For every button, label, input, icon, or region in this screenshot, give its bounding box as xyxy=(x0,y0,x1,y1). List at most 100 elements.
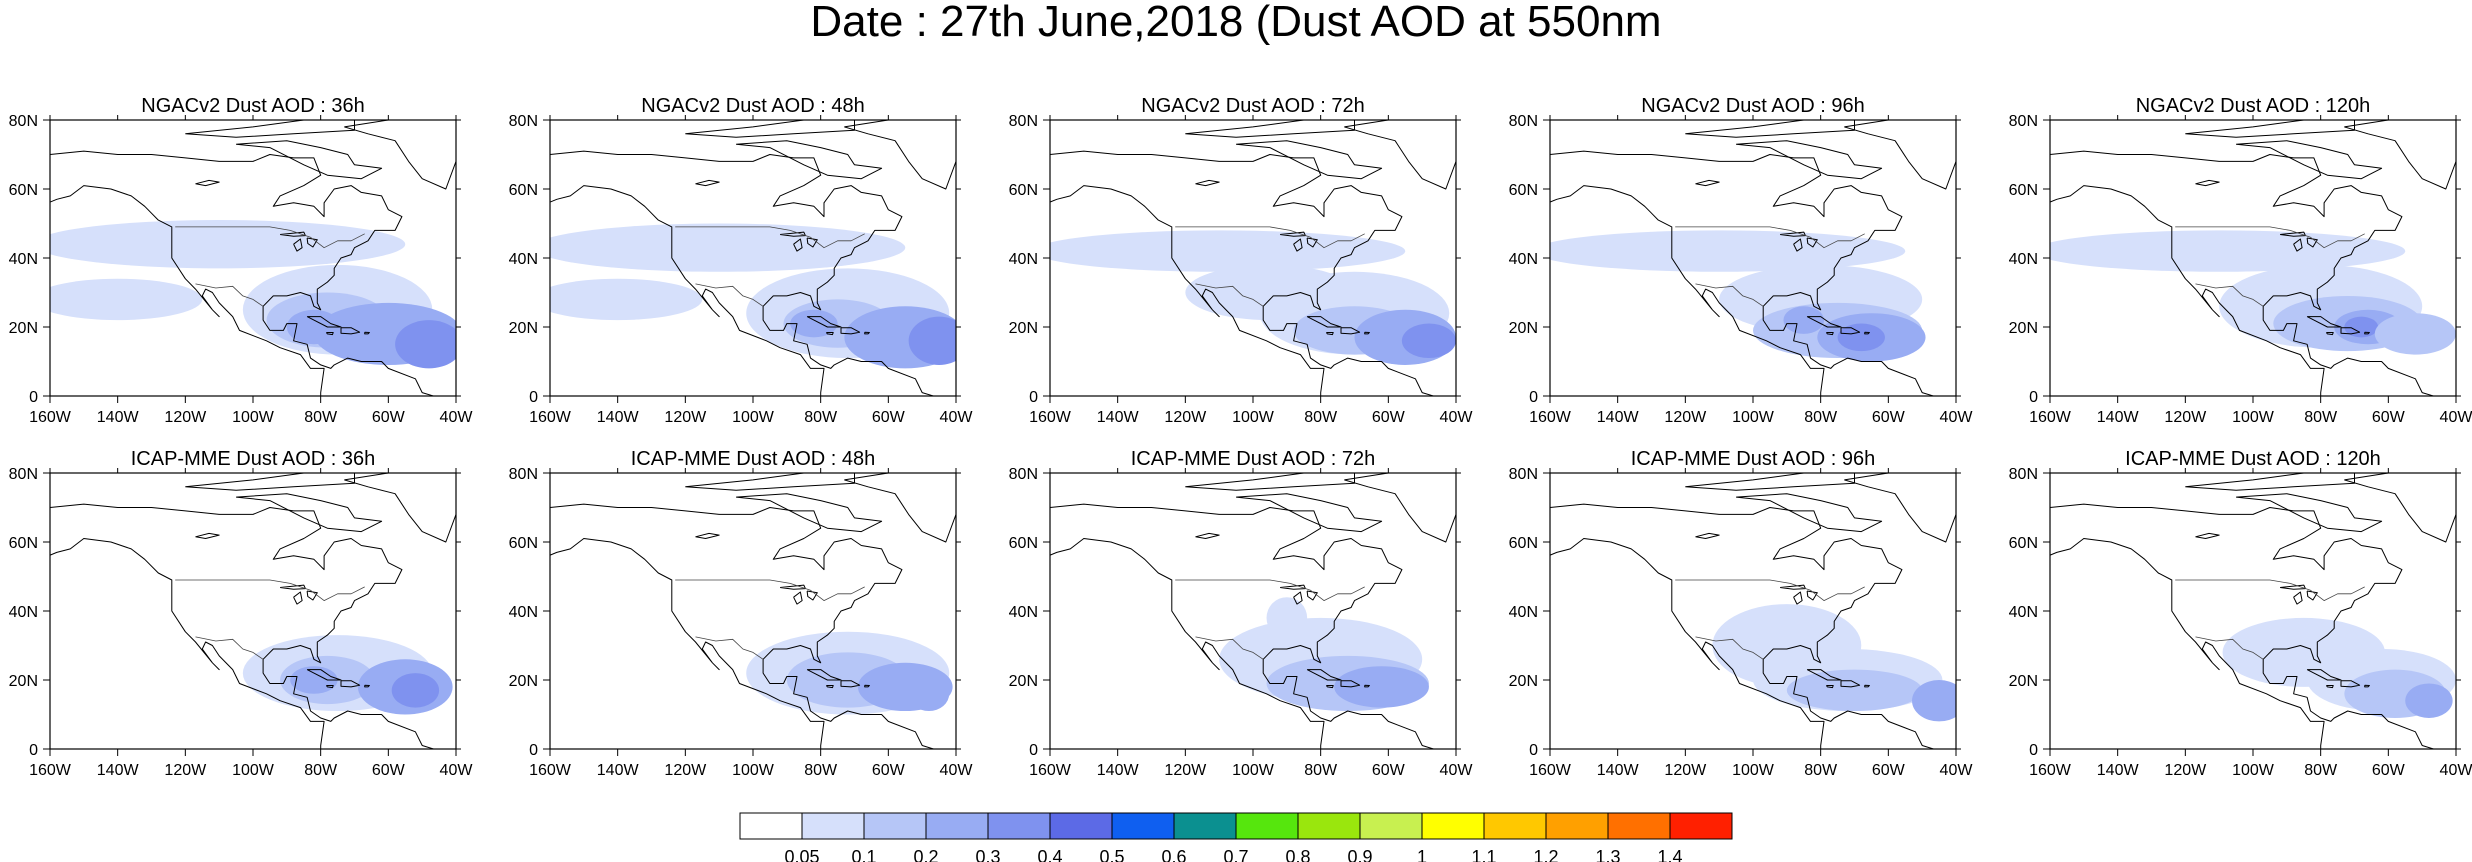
island-outline xyxy=(1825,685,1834,689)
lake-outline xyxy=(695,179,720,187)
lon-tick-label: 120W xyxy=(664,409,707,426)
lat-tick-label: 0 xyxy=(1529,742,1538,759)
lake-outline xyxy=(1793,238,1803,252)
dust-aod-region xyxy=(1786,669,1923,712)
island-outline xyxy=(185,120,355,138)
dust-aod-region xyxy=(1837,323,1885,352)
map-panel: NGACv2 Dust AOD : 96h 160W 140W 120W 100W 80W… xyxy=(1509,95,1974,426)
coastline xyxy=(2344,120,2456,190)
lon-tick-label: 140W xyxy=(97,409,140,426)
panel-title: NGACv2 Dust AOD : 36h xyxy=(141,95,364,117)
island-outline xyxy=(1825,332,1834,336)
island-outline xyxy=(185,473,355,491)
map-panel: NGACv2 Dust AOD : 48h 160W 140W 120W 100W 80W… xyxy=(509,95,974,426)
island-outline xyxy=(2236,140,2383,180)
coastline xyxy=(50,503,456,749)
island-outline xyxy=(1840,327,1861,335)
lat-tick-label: 0 xyxy=(1029,389,1038,406)
coastline xyxy=(2050,503,2456,749)
dust-aod-region xyxy=(1401,323,1456,359)
colorbar-swatch xyxy=(1545,812,1609,840)
coastline xyxy=(344,120,456,190)
lake-outline xyxy=(1195,532,1220,539)
island-outline xyxy=(806,316,842,328)
colorbar-swatch xyxy=(1111,812,1175,840)
lon-tick-label: 100W xyxy=(1232,409,1275,426)
island-outline xyxy=(1236,140,1383,180)
lat-tick-label: 20N xyxy=(2009,320,2038,337)
lon-tick-label: 40W xyxy=(440,409,474,426)
colorbar-label: 0.3 xyxy=(975,847,1000,862)
island-outline xyxy=(306,316,342,328)
island-outline xyxy=(325,332,334,336)
lat-tick-label: 80N xyxy=(1509,113,1538,130)
lat-tick-label: 60N xyxy=(1009,535,1038,552)
island-outline xyxy=(2325,685,2334,689)
lat-tick-label: 80N xyxy=(9,113,38,130)
lat-tick-label: 80N xyxy=(1509,466,1538,483)
colorbar-label: 1.1 xyxy=(1471,847,1496,862)
lon-tick-label: 100W xyxy=(2232,762,2275,779)
coastline xyxy=(1550,150,1956,396)
lat-tick-label: 60N xyxy=(1509,182,1538,199)
dust-aod-region xyxy=(2374,313,2456,355)
lat-tick-label: 20N xyxy=(9,673,38,690)
lat-tick-label: 20N xyxy=(9,320,38,337)
country-border xyxy=(1175,226,1365,249)
map-panel: NGACv2 Dust AOD : 120h 160W 140W 120W 100W 80… xyxy=(2009,95,2472,426)
island-outline xyxy=(2340,680,2361,688)
lat-tick-label: 20N xyxy=(509,673,538,690)
map-panel: ICAP-MME Dust AOD : 96h 160W 140W 120W 100W 8… xyxy=(1509,448,1974,779)
dust-aod-region xyxy=(790,309,838,338)
dust-aod-region xyxy=(1266,597,1308,639)
colorbar-swatch xyxy=(1235,812,1299,840)
lon-tick-label: 100W xyxy=(232,762,275,779)
panel-title: ICAP-MME Dust AOD : 120h xyxy=(2125,448,2381,470)
lat-tick-label: 40N xyxy=(1509,251,1538,268)
lake-outline xyxy=(2293,238,2303,252)
colorbar-label: 1 xyxy=(1417,847,1427,862)
lat-tick-label: 20N xyxy=(2009,673,2038,690)
lat-tick-label: 40N xyxy=(1009,604,1038,621)
island-outline xyxy=(806,669,842,681)
lon-tick-label: 100W xyxy=(1732,409,1775,426)
lake-outline xyxy=(2195,532,2220,539)
lat-tick-label: 60N xyxy=(509,182,538,199)
colorbar-label: 0.5 xyxy=(1099,847,1124,862)
lat-tick-label: 0 xyxy=(29,742,38,759)
lat-tick-label: 60N xyxy=(9,535,38,552)
lon-tick-label: 140W xyxy=(1097,409,1140,426)
lon-tick-label: 160W xyxy=(1529,762,1572,779)
lon-tick-label: 60W xyxy=(372,409,406,426)
colorbar-label: 0.05 xyxy=(784,847,819,862)
lon-tick-label: 140W xyxy=(1097,762,1140,779)
island-outline xyxy=(736,140,883,180)
dust-aod-region xyxy=(1334,666,1429,708)
map-panel: NGACv2 Dust AOD : 72h 160W 140W 120W 100W 80W… xyxy=(1009,95,1474,426)
lat-tick-label: 60N xyxy=(509,535,538,552)
island-outline xyxy=(1806,316,1842,328)
lon-tick-label: 80W xyxy=(804,409,838,426)
lon-tick-label: 60W xyxy=(1372,762,1406,779)
island-outline xyxy=(2306,669,2342,681)
lake-outline xyxy=(2306,590,2318,601)
lat-tick-label: 60N xyxy=(1509,535,1538,552)
lat-tick-label: 80N xyxy=(2009,466,2038,483)
dust-aod-region xyxy=(50,220,406,269)
dust-aod-region xyxy=(50,278,203,321)
island-outline xyxy=(236,493,383,533)
lat-tick-label: 40N xyxy=(9,251,38,268)
lon-tick-label: 40W xyxy=(940,762,974,779)
island-outline xyxy=(2325,332,2334,336)
island-outline xyxy=(1340,680,1361,688)
lake-outline xyxy=(806,590,818,601)
country-border xyxy=(695,283,764,307)
lon-tick-label: 60W xyxy=(1872,762,1906,779)
coastline xyxy=(50,150,456,396)
lon-tick-label: 80W xyxy=(1804,762,1838,779)
lon-tick-label: 140W xyxy=(597,762,640,779)
lon-tick-label: 120W xyxy=(164,762,207,779)
coastline xyxy=(1844,120,1956,190)
coastline xyxy=(550,150,956,396)
